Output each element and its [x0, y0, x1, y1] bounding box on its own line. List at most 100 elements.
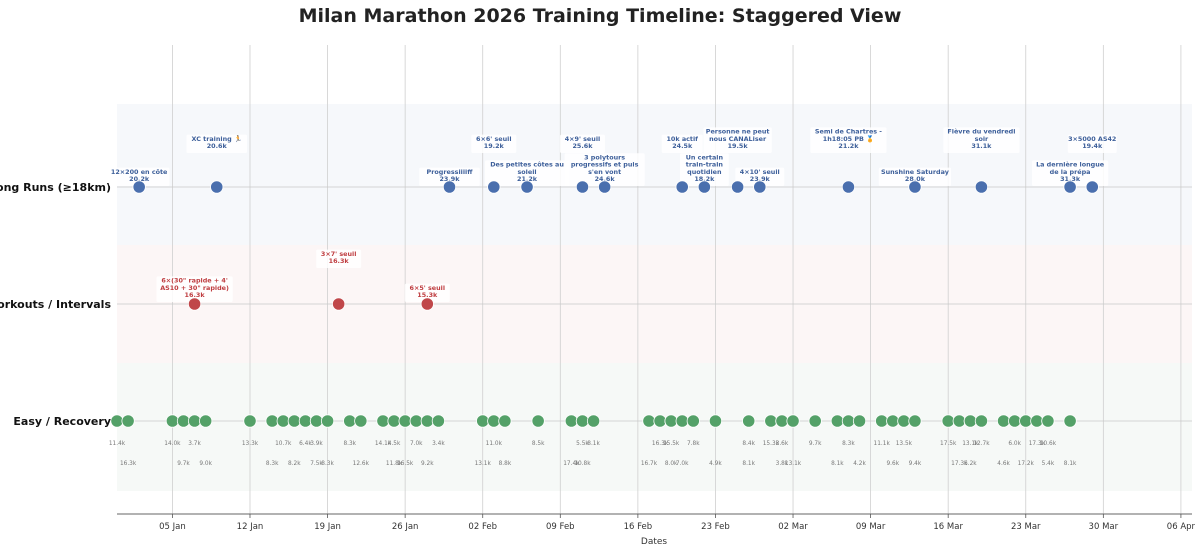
event-point	[675, 180, 689, 194]
annotation-distance: 19.5k	[728, 142, 749, 150]
annotation-line: soir	[975, 135, 989, 143]
annotation-distance: 31.1k	[971, 142, 992, 150]
event-point	[287, 414, 301, 428]
event-point	[1085, 180, 1099, 194]
distance-label: 7.8k	[687, 441, 700, 447]
lane-label: Long Runs (≥18km)	[0, 181, 111, 194]
event-point	[243, 414, 257, 428]
annotation-text: Sunshine Saturday 28.0k	[881, 168, 950, 183]
distance-label: 12.6k	[353, 461, 370, 467]
event-point	[110, 414, 124, 428]
distance-labels: 11.4k 16.3k 14.0k 9.7k 3.7k 9.0k 13.3k 8.3k 10.7…	[109, 441, 1077, 467]
annotation-distance: 19.4k	[1082, 142, 1103, 150]
x-axis-title: Dates	[641, 537, 668, 547]
annotation-text: 3×5000 AS42 19.4k	[1068, 135, 1116, 150]
event-point	[852, 414, 867, 428]
annotation-text: 10k actif 24.5k	[666, 135, 698, 150]
annotation-text: Semi de Chartres -1h18:05 PB 🏅 21.2k	[815, 128, 882, 150]
annotation-text: 6×(30" rapide + 4' AS10 + 30" rapide) 16.3…	[160, 277, 229, 299]
annotation-box	[1031, 160, 1109, 186]
distance-label: 8.1k	[831, 461, 844, 467]
event-point	[1008, 414, 1022, 428]
event-point	[409, 414, 423, 428]
distance-label: 13.5k	[896, 441, 913, 447]
distance-label: 15.3k	[763, 441, 780, 447]
event-point	[165, 414, 180, 428]
annotation-line: quotidien	[687, 168, 722, 176]
event-point	[431, 414, 445, 428]
event-point	[354, 414, 368, 428]
annotation-line: s'en vont	[588, 168, 621, 176]
annotation-text: XC training 🏃 20.6k	[192, 135, 242, 150]
distance-label: 6.0k	[1008, 441, 1021, 447]
x-tick-label: 12 Jan	[237, 522, 264, 532]
event-point	[708, 414, 723, 428]
distance-label: 17.3k	[951, 461, 968, 467]
annotation-distance: 25.6k	[572, 142, 593, 150]
distance-label: 16.3k	[120, 461, 137, 467]
event-point	[642, 414, 656, 428]
distance-label: 13.1k	[475, 461, 492, 467]
distance-label: 9.6k	[886, 461, 899, 467]
distance-label: 8.1k	[742, 461, 755, 467]
distance-label: 8.2k	[288, 461, 301, 467]
event-point	[309, 414, 324, 428]
distance-label: 3.6k	[776, 441, 789, 447]
event-point	[265, 414, 279, 428]
annotation-text: 12×200 en côte 20.2k	[111, 168, 168, 183]
lane-band-2	[117, 363, 1192, 491]
annotation-distance: 23.9k	[439, 175, 460, 183]
distance-label: 15.5k	[663, 441, 680, 447]
x-tick-label: 05 Jan	[159, 522, 186, 532]
event-point	[187, 414, 202, 428]
event-point	[176, 414, 191, 428]
annotation-box	[108, 167, 170, 186]
distance-label: 16.3k	[652, 441, 669, 447]
event-point	[575, 180, 590, 194]
distance-label: 8.0k	[665, 461, 678, 467]
x-tick-label: 16 Mar	[933, 522, 963, 532]
lane-labels: Long Runs (≥18km) Workouts / Intervals Eas…	[0, 181, 111, 428]
distance-label: 17.3k	[1029, 441, 1046, 447]
distance-label: 8.8k	[499, 461, 512, 467]
event-point	[420, 414, 434, 428]
event-point	[586, 414, 601, 428]
distance-label: 8.1k	[587, 441, 600, 447]
annotation-distance: 15.3k	[417, 291, 438, 299]
distance-label: 9.2k	[421, 461, 434, 467]
event-point	[132, 180, 146, 194]
annotation-line: XC training 🏃	[192, 135, 242, 143]
distance-label: 11.4k	[109, 441, 126, 447]
x-tick-label: 19 Jan	[314, 522, 341, 532]
event-point	[963, 414, 977, 428]
annotation-line: Un certain	[686, 153, 724, 161]
distance-label: 3.7k	[188, 441, 201, 447]
annotation-line: AS10 + 30" rapide)	[160, 284, 229, 292]
annotation-box	[404, 283, 450, 302]
event-point	[697, 180, 711, 194]
event-point	[376, 414, 390, 428]
annotation-distance: 21.2k	[517, 175, 538, 183]
event-point	[830, 414, 844, 428]
annotation-box	[943, 127, 1020, 153]
distance-label: 6.4k	[299, 441, 312, 447]
distance-label: 8.4k	[742, 441, 755, 447]
annotation-box	[735, 167, 785, 186]
distance-label: 12.7k	[973, 441, 990, 447]
x-tick-label: 09 Mar	[856, 522, 886, 532]
distance-label: 8.5k	[532, 441, 545, 447]
annotation-box	[1067, 134, 1117, 153]
annotation-text: Un certain train-train quotidien 18.2k	[686, 153, 724, 183]
event-point	[332, 297, 346, 311]
x-tick-label: 30 Mar	[1089, 522, 1119, 532]
annotation-text: Fièvre du vendredi soir 31.1k	[947, 128, 1015, 150]
distance-label: 3.9k	[310, 441, 323, 447]
distance-label: 8.1k	[1064, 461, 1077, 467]
distance-label: 9.7k	[177, 461, 190, 467]
distance-label: 16.7k	[641, 461, 658, 467]
annotation-distance: 16.3k	[329, 257, 350, 265]
annotation-line: Semi de Chartres -	[815, 128, 882, 136]
distance-label: 14.1k	[375, 441, 392, 447]
distance-label: 4.9k	[709, 461, 722, 467]
event-annotations: 12×200 en côte 20.2k XC training 🏃 20.6k Pro…	[108, 127, 1117, 302]
